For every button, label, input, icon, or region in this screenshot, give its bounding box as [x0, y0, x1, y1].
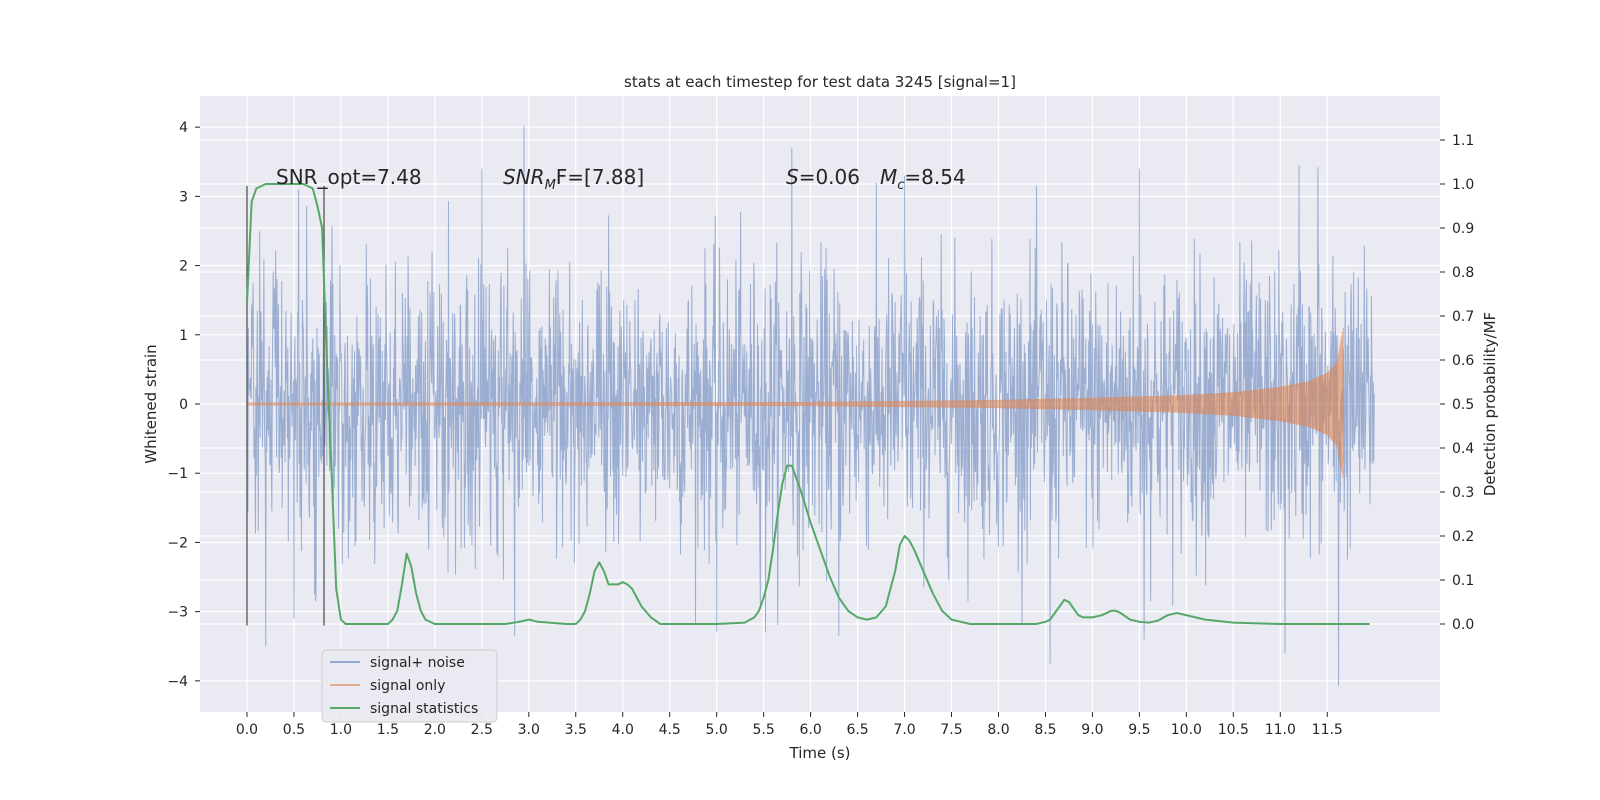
x-tick-label: 7.0 [893, 722, 915, 738]
annotation-s: S=0.06 [786, 165, 860, 189]
y-tick-label-right: 0.9 [1452, 221, 1474, 237]
x-tick-label: 2.0 [424, 722, 446, 738]
x-tick-label: 0.5 [283, 722, 305, 738]
y-tick-label-right: 1.1 [1452, 133, 1474, 149]
x-axis-ticks: 0.0 0.5 1.0 1.5 2.0 2.5 3.0 3.5 4.0 4.5 5.0 5.5 6.0 6… [236, 712, 1343, 738]
legend-label-signal-only: signal only [370, 678, 445, 694]
y-tick-label-left: 4 [179, 120, 188, 136]
series-signal-noise [246, 125, 1375, 686]
legend: signal+ noise signal only signal statist… [321, 649, 498, 723]
y-tick-label-left: −1 [167, 466, 188, 482]
x-tick-label: 2.5 [471, 722, 493, 738]
annotation-mc: Mc=8.54 [880, 165, 966, 193]
y-tick-label-right: 1.0 [1452, 177, 1474, 193]
legend-label-signal-noise: signal+ noise [370, 655, 465, 671]
x-tick-label: 0.0 [236, 722, 258, 738]
chart-title: stats at each timestep for test data 324… [624, 73, 1016, 91]
signal-only-line [246, 327, 1344, 479]
x-tick-label: 11.0 [1265, 722, 1296, 738]
x-tick-label: 9.5 [1128, 722, 1150, 738]
annotation-snr-opt: SNR_opt=7.48 [276, 165, 422, 189]
legend-box [321, 649, 498, 723]
y-tick-label-left: −3 [167, 605, 188, 621]
y-tick-label-right: 0.4 [1452, 441, 1474, 457]
y-tick-label-right: 0.1 [1452, 573, 1474, 589]
annotations: SNR_opt=7.48 SNRMF=[7.88] S=0.06 Mc=8.54 [276, 165, 966, 193]
x-tick-label: 9.0 [1081, 722, 1103, 738]
x-tick-label: 10.5 [1218, 722, 1249, 738]
x-tick-label: 5.0 [706, 722, 728, 738]
x-axis-label: Time (s) [789, 744, 851, 762]
x-tick-label: 4.5 [659, 722, 681, 738]
y-tick-label-right: 0.6 [1452, 353, 1474, 369]
y-tick-label-left: 1 [179, 328, 188, 344]
legend-label-signal-statistics: signal statistics [370, 701, 478, 717]
y-tick-label-right: 0.8 [1452, 265, 1474, 281]
x-tick-label: 4.0 [612, 722, 634, 738]
signal-statistics-line [245, 183, 1370, 625]
series-signal-only [246, 327, 1344, 479]
x-tick-label: 8.0 [987, 722, 1009, 738]
x-tick-label: 6.0 [799, 722, 821, 738]
x-tick-label: 10.0 [1171, 722, 1202, 738]
y-tick-label-right: 0.5 [1452, 397, 1474, 413]
annotation-snr-mf: SNRMF=[7.88] [503, 165, 644, 193]
series-signal-statistics [245, 183, 1370, 625]
signal-noise-line [246, 125, 1375, 686]
y-tick-label-left: −2 [167, 535, 188, 551]
x-tick-label: 6.5 [846, 722, 868, 738]
x-tick-label: 1.5 [377, 722, 399, 738]
y-tick-label-right: 0.3 [1452, 485, 1474, 501]
y-axis-left-label: Whitened strain [142, 344, 160, 463]
x-tick-label: 3.0 [518, 722, 540, 738]
x-tick-label: 7.5 [940, 722, 962, 738]
x-tick-label: 3.5 [565, 722, 587, 738]
y-tick-label-left: 2 [179, 259, 188, 275]
y-tick-label-right: 0.7 [1452, 309, 1474, 325]
y-tick-label-right: 0.0 [1452, 617, 1474, 633]
x-tick-label: 5.5 [753, 722, 775, 738]
y-axis-left-ticks: 4 3 2 1 0 −1 −2 −3 −4 [167, 120, 200, 690]
y-tick-label-right: 0.2 [1452, 529, 1474, 545]
x-tick-label: 8.5 [1034, 722, 1056, 738]
y-tick-label-left: 0 [179, 397, 188, 413]
y-axis-right-label: Detection probability/MF [1481, 312, 1499, 496]
y-tick-label-left: 3 [179, 189, 188, 205]
y-axis-right-ticks: 1.1 1.0 0.9 0.8 0.7 0.6 0.5 0.4 0.3 0.2 0.1 0.0 [1440, 133, 1474, 633]
x-tick-label: 1.0 [330, 722, 352, 738]
y-tick-label-left: −4 [167, 674, 188, 690]
x-tick-label: 11.5 [1312, 722, 1343, 738]
